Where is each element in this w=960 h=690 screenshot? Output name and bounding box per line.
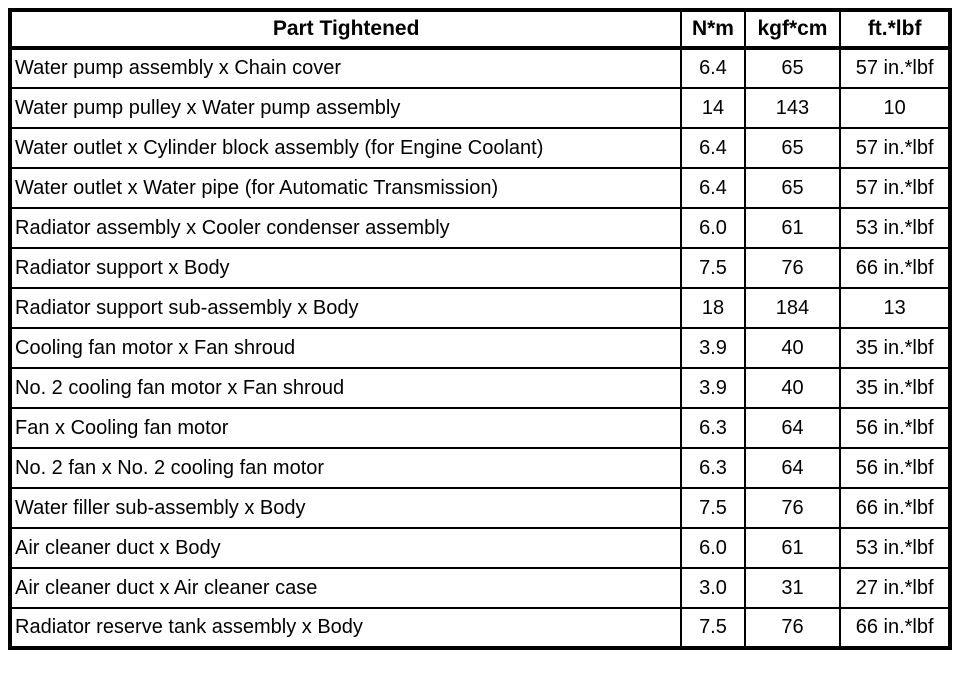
part-tightened-cell: Water filler sub-assembly x Body — [8, 487, 683, 529]
table-row: Cooling fan motor x Fan shroud 3.9 40 35… — [8, 327, 951, 369]
table-row: Water filler sub-assembly x Body 7.5 76 … — [8, 487, 951, 529]
part-tightened-cell: Radiator support sub-assembly x Body — [8, 287, 683, 329]
ftlbf-value-cell: 35 in.*lbf — [839, 367, 951, 409]
kgfcm-value-cell: 64 — [743, 447, 842, 489]
nm-value-cell: 14 — [680, 87, 746, 129]
kgfcm-value-cell: 40 — [743, 327, 842, 369]
part-tightened-cell: Air cleaner duct x Body — [8, 527, 683, 569]
table-row: Air cleaner duct x Body 6.0 61 53 in.*lb… — [8, 527, 951, 569]
kgfcm-value-cell: 76 — [743, 607, 842, 649]
ftlbf-value-cell: 66 in.*lbf — [839, 607, 951, 649]
table-header-row: Part Tightened N*m kgf*cm ft.*lbf — [8, 9, 951, 50]
kgfcm-value-cell: 65 — [743, 167, 842, 209]
table-row: Radiator reserve tank assembly x Body 7.… — [8, 607, 951, 649]
nm-value-cell: 6.4 — [680, 47, 746, 89]
kgfcm-value-cell: 143 — [743, 87, 842, 129]
ftlbf-value-cell: 10 — [839, 87, 951, 129]
nm-value-cell: 3.0 — [680, 567, 746, 609]
part-tightened-cell: Radiator support x Body — [8, 247, 683, 289]
part-tightened-cell: Fan x Cooling fan motor — [8, 407, 683, 449]
ftlbf-value-cell: 56 in.*lbf — [839, 407, 951, 449]
nm-value-cell: 7.5 — [680, 607, 746, 649]
ftlbf-value-cell: 57 in.*lbf — [839, 167, 951, 209]
part-tightened-cell: Water outlet x Cylinder block assembly (… — [8, 127, 683, 169]
nm-value-cell: 3.9 — [680, 367, 746, 409]
nm-value-cell: 6.3 — [680, 407, 746, 449]
torque-spec-table: Part Tightened N*m kgf*cm ft.*lbf Water … — [8, 8, 952, 650]
part-tightened-cell: Water pump pulley x Water pump assembly — [8, 87, 683, 129]
ftlbf-value-cell: 66 in.*lbf — [839, 247, 951, 289]
ftlbf-value-cell: 13 — [839, 287, 951, 329]
ftlbf-value-cell: 53 in.*lbf — [839, 207, 951, 249]
kgfcm-value-cell: 184 — [743, 287, 842, 329]
table-row: Water pump assembly x Chain cover 6.4 65… — [8, 47, 951, 89]
table-row: Air cleaner duct x Air cleaner case 3.0 … — [8, 567, 951, 609]
ftlbf-value-cell: 35 in.*lbf — [839, 327, 951, 369]
kgfcm-value-cell: 65 — [743, 127, 842, 169]
nm-value-cell: 7.5 — [680, 487, 746, 529]
nm-value-cell: 7.5 — [680, 247, 746, 289]
ftlbf-value-cell: 57 in.*lbf — [839, 47, 951, 89]
nm-value-cell: 6.0 — [680, 207, 746, 249]
kgfcm-value-cell: 64 — [743, 407, 842, 449]
kgfcm-value-cell: 61 — [743, 527, 842, 569]
nm-value-cell: 6.4 — [680, 167, 746, 209]
part-tightened-cell: Water outlet x Water pipe (for Automatic… — [8, 167, 683, 209]
kgfcm-value-cell: 76 — [743, 247, 842, 289]
kgfcm-value-cell: 40 — [743, 367, 842, 409]
part-tightened-cell: No. 2 cooling fan motor x Fan shroud — [8, 367, 683, 409]
table-row: Water outlet x Water pipe (for Automatic… — [8, 167, 951, 209]
column-header-nm: N*m — [680, 9, 746, 50]
nm-value-cell: 3.9 — [680, 327, 746, 369]
column-header-kgfcm: kgf*cm — [743, 9, 842, 50]
kgfcm-value-cell: 65 — [743, 47, 842, 89]
ftlbf-value-cell: 57 in.*lbf — [839, 127, 951, 169]
table-row: Fan x Cooling fan motor 6.3 64 56 in.*lb… — [8, 407, 951, 449]
table-body: Water pump assembly x Chain cover 6.4 65… — [8, 47, 951, 649]
ftlbf-value-cell: 66 in.*lbf — [839, 487, 951, 529]
nm-value-cell: 6.0 — [680, 527, 746, 569]
ftlbf-value-cell: 53 in.*lbf — [839, 527, 951, 569]
column-header-part-tightened: Part Tightened — [8, 9, 683, 50]
part-tightened-cell: Air cleaner duct x Air cleaner case — [8, 567, 683, 609]
part-tightened-cell: No. 2 fan x No. 2 cooling fan motor — [8, 447, 683, 489]
table-row: No. 2 cooling fan motor x Fan shroud 3.9… — [8, 367, 951, 409]
table-row: Water pump pulley x Water pump assembly … — [8, 87, 951, 129]
column-header-ftlbf: ft.*lbf — [839, 9, 951, 50]
kgfcm-value-cell: 31 — [743, 567, 842, 609]
nm-value-cell: 18 — [680, 287, 746, 329]
table-row: No. 2 fan x No. 2 cooling fan motor 6.3 … — [8, 447, 951, 489]
table-row: Water outlet x Cylinder block assembly (… — [8, 127, 951, 169]
part-tightened-cell: Radiator assembly x Cooler condenser ass… — [8, 207, 683, 249]
table-row: Radiator support x Body 7.5 76 66 in.*lb… — [8, 247, 951, 289]
part-tightened-cell: Cooling fan motor x Fan shroud — [8, 327, 683, 369]
kgfcm-value-cell: 61 — [743, 207, 842, 249]
table-row: Radiator support sub-assembly x Body 18 … — [8, 287, 951, 329]
table-row: Radiator assembly x Cooler condenser ass… — [8, 207, 951, 249]
nm-value-cell: 6.3 — [680, 447, 746, 489]
part-tightened-cell: Radiator reserve tank assembly x Body — [8, 607, 683, 649]
ftlbf-value-cell: 27 in.*lbf — [839, 567, 951, 609]
nm-value-cell: 6.4 — [680, 127, 746, 169]
part-tightened-cell: Water pump assembly x Chain cover — [8, 47, 683, 89]
kgfcm-value-cell: 76 — [743, 487, 842, 529]
ftlbf-value-cell: 56 in.*lbf — [839, 447, 951, 489]
